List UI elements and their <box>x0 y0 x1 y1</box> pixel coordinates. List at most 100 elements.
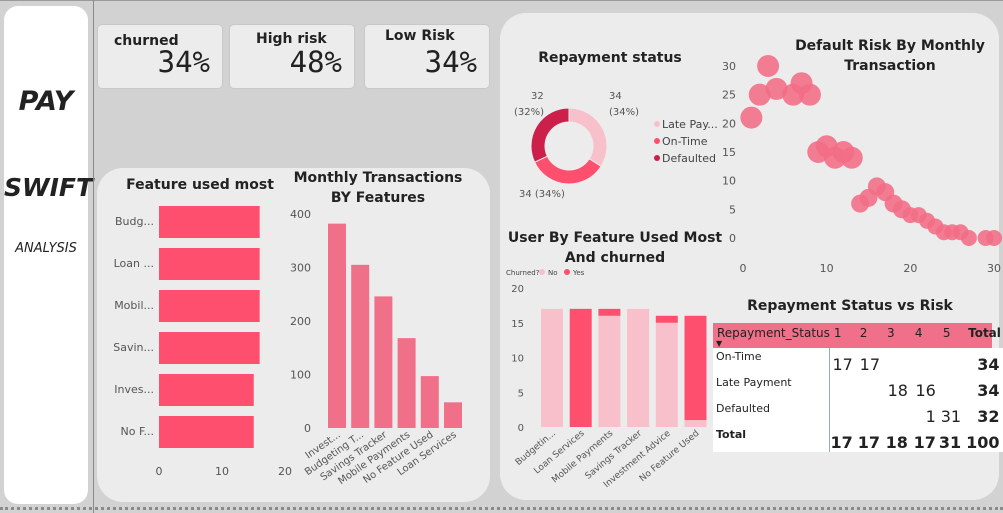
data-point <box>748 83 771 106</box>
y-tick-label: 30 <box>722 60 736 73</box>
data-point <box>740 106 763 129</box>
kpi-card-low-risk: Low Risk 34% <box>365 25 489 88</box>
repayment-vs-risk-title: Repayment Status vs Risk <box>747 298 953 314</box>
monthly-transactions-title: Monthly Transactions BY Features <box>293 170 463 206</box>
data-point <box>798 83 821 106</box>
y-tick-label: 5 <box>518 388 524 399</box>
matrix-column-header[interactable]: 2 <box>859 326 868 340</box>
legend-label: On-Time <box>662 135 708 148</box>
matrix-cell: 34 <box>977 381 1000 400</box>
bar-segment <box>598 308 621 316</box>
y-tick-label: 15 <box>511 319 524 330</box>
feature-used-most-chart: Budg... Loan ... Mobil... Savin... Inves... N… <box>113 206 292 478</box>
y-tick-label: 10 <box>722 175 736 188</box>
data-point <box>782 83 805 106</box>
bar <box>159 290 260 322</box>
brand-swift: SWIFT <box>4 173 94 202</box>
matrix-column-header[interactable]: 1 <box>833 326 842 340</box>
matrix-cell: 32 <box>977 407 1000 426</box>
x-tick-label: 20 <box>903 262 917 275</box>
legend-marker <box>564 269 570 275</box>
bar-segment <box>598 315 621 427</box>
y-tick-label: 400 <box>290 208 311 221</box>
matrix-sort-icon[interactable]: ▼ <box>716 339 723 348</box>
data-point <box>807 141 830 163</box>
matrix-column-header[interactable]: 4 <box>914 326 923 340</box>
bar <box>351 264 370 428</box>
category-label: Mobil... <box>114 299 154 312</box>
y-tick-label: 20 <box>511 284 524 295</box>
bar-segment <box>569 308 592 427</box>
y-tick-label: 20 <box>722 117 736 130</box>
y-tick-label: 100 <box>290 369 311 382</box>
bar-segment <box>655 322 678 427</box>
x-tick-label: 10 <box>215 465 229 478</box>
matrix-header-bar <box>713 323 992 348</box>
bar <box>374 296 393 428</box>
legend-marker <box>654 138 660 144</box>
bar-segment <box>541 308 563 427</box>
matrix-cell: 1 <box>925 407 936 426</box>
matrix-row: Total 17 17 18 17 31 100 <box>713 426 1003 452</box>
matrix-column-header[interactable]: Total <box>968 326 1001 340</box>
data-point <box>757 55 780 77</box>
y-tick-label: 10 <box>511 354 524 365</box>
default-risk-chart: 0 5 10 15 20 25 30 0 10 20 30 <box>722 55 1002 275</box>
legend-marker <box>539 269 545 275</box>
x-tick-label: 20 <box>278 465 292 478</box>
category-label: No F... <box>120 425 154 438</box>
data-point <box>840 146 863 169</box>
data-point <box>765 77 788 100</box>
y-tick-label: 300 <box>290 262 311 275</box>
y-tick-label: 15 <box>722 146 736 159</box>
donut-slice <box>568 107 608 168</box>
bar <box>159 374 254 406</box>
kpi-label: Low Risk <box>385 28 455 44</box>
bar-segment <box>684 315 707 421</box>
slice-label: 32 <box>531 91 544 102</box>
data-point <box>824 146 847 169</box>
matrix-cell: 31 <box>940 407 962 426</box>
matrix-column-header[interactable]: 3 <box>887 326 895 340</box>
matrix-row: On-Time 17 17 34 <box>713 348 1003 374</box>
matrix-row: Defaulted 1 31 32 <box>713 400 1003 426</box>
donut-slice <box>533 155 602 185</box>
bar-segment <box>684 420 707 427</box>
category-label: Loan ... <box>114 257 154 270</box>
repayment-risk-matrix: Repayment_Status 1 2 3 4 5 Total On-Time 17 17 34 L… <box>713 323 1003 452</box>
matrix-row: Late Payment 18 16 34 <box>713 374 1003 400</box>
kpi-value: 34% <box>424 45 477 79</box>
matrix-column-header[interactable]: 5 <box>942 326 951 340</box>
category-label: Budg... <box>115 215 154 228</box>
kpi-card-churned: churned 34% <box>98 25 222 88</box>
bottom-border <box>0 507 1003 510</box>
data-point <box>859 188 878 207</box>
x-tick-label: 10 <box>820 262 834 275</box>
y-tick-label: 5 <box>729 203 736 216</box>
matrix-cell <box>856 400 883 426</box>
category-label: Inves... <box>114 383 154 396</box>
y-tick-label: 0 <box>518 423 524 434</box>
matrix-cell <box>939 374 964 400</box>
donut-slice <box>530 107 570 163</box>
matrix-cell: 100 <box>966 433 1000 452</box>
matrix-cell <box>883 400 911 426</box>
matrix-cell: 17 <box>913 433 936 452</box>
matrix-column-header[interactable]: Repayment_Status <box>717 326 830 340</box>
feature-used-most-title: Feature used most <box>126 177 274 193</box>
matrix-cell <box>830 400 856 426</box>
matrix-cell: 17 <box>859 355 880 374</box>
slice-label: (32%) <box>514 107 544 118</box>
data-point <box>960 230 977 246</box>
bar <box>159 248 260 280</box>
matrix-row-label: On-Time <box>713 348 831 374</box>
y-tick-label: 200 <box>290 315 311 328</box>
matrix-cell: 17 <box>830 433 853 452</box>
matrix-cell <box>830 374 856 400</box>
legend-marker <box>654 121 660 127</box>
sidebar: PAY SWIFT ANALYSIS <box>4 6 94 504</box>
legend-label: Late Pay... <box>662 118 718 131</box>
sidebar-divider <box>93 0 94 513</box>
matrix-cell: 31 <box>938 433 962 452</box>
